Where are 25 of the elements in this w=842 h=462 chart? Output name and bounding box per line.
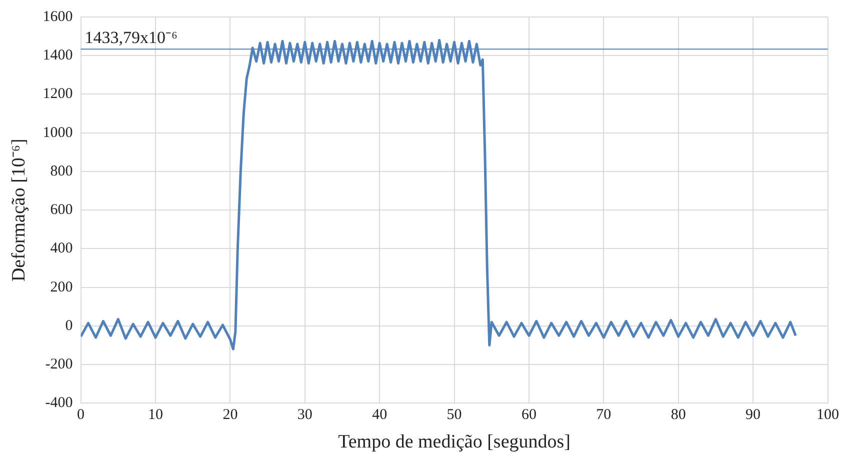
- x-tick-label: 0: [77, 407, 85, 424]
- x-tick-label: 100: [816, 407, 839, 424]
- y-tick-label: 1200: [42, 86, 73, 102]
- y-tick-label: 200: [50, 279, 73, 296]
- x-axis-title: Tempo de medição [segundos]: [338, 432, 570, 453]
- x-tick-label: 70: [596, 407, 612, 424]
- y-axis-title: Deformação [10⁻⁶]: [8, 138, 30, 282]
- y-tick-label: 1400: [42, 48, 73, 64]
- x-tick-label: 80: [670, 407, 686, 424]
- y-tick-label: 600: [50, 202, 73, 218]
- x-tick-label: 40: [372, 407, 388, 424]
- x-tick-label: 90: [746, 407, 761, 424]
- x-tick-label: 20: [222, 407, 238, 424]
- y-tick-label: 1000: [42, 124, 73, 141]
- x-tick-label: 60: [521, 407, 536, 424]
- y-tick-label: 800: [50, 163, 73, 180]
- y-tick-label: 400: [50, 240, 73, 257]
- x-tick-label: 10: [148, 407, 163, 424]
- x-tick-label: 50: [446, 407, 462, 424]
- y-tick-label: 0: [65, 318, 73, 334]
- y-tick-label: -400: [45, 395, 73, 412]
- x-tick-label: 30: [297, 407, 312, 424]
- y-tick-label: 1600: [42, 8, 73, 25]
- ref-line-label: 1433,79x10⁻⁶: [84, 28, 178, 48]
- y-tick-label: -200: [45, 356, 73, 373]
